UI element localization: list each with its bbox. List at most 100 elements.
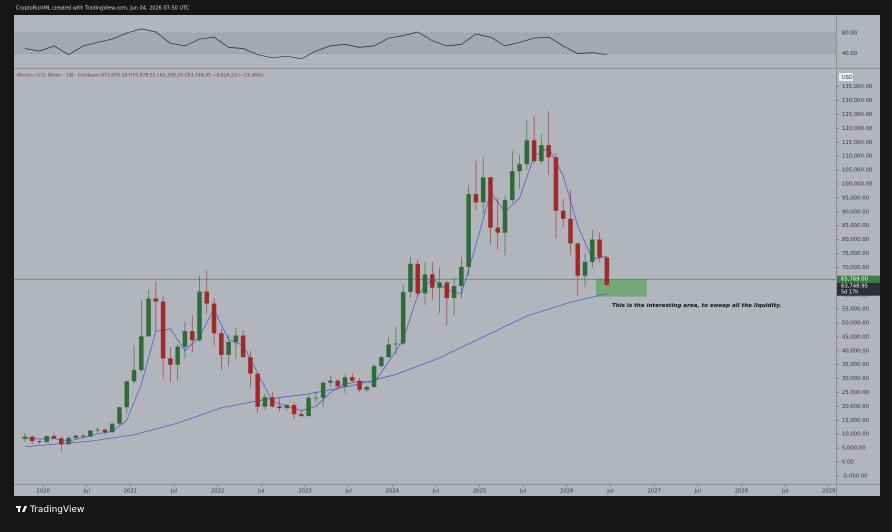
candle-body	[386, 344, 391, 358]
candle-body	[291, 405, 297, 415]
candle-body	[459, 266, 464, 287]
x-tick-label: 2024	[386, 489, 400, 495]
x-tick-label: 2029	[822, 489, 835, 495]
candle-body	[553, 157, 559, 211]
candle-body	[139, 336, 144, 371]
annotation: This is the interesting area, to sweep a…	[612, 303, 782, 309]
candle-body	[168, 358, 173, 365]
x-tick-label: Jul	[344, 489, 351, 495]
y-tick-label: 120,000.00	[842, 126, 873, 132]
candle-body	[219, 333, 224, 355]
y-tick-label: 90,000.00	[842, 209, 870, 215]
x-tick-label: Jul	[519, 489, 526, 495]
x-tick-label: Jul	[83, 489, 90, 495]
candle-body	[182, 331, 188, 347]
candle-body	[66, 437, 71, 445]
candle-body	[437, 282, 442, 288]
candle-body	[488, 177, 493, 228]
candle-body	[328, 380, 333, 383]
candle-body	[582, 261, 588, 276]
y-tick-label: 85,000.00	[842, 223, 870, 229]
credit: CryptoRichML created with TradingView.co…	[16, 6, 190, 12]
candle-body	[306, 397, 311, 417]
close-box	[837, 282, 880, 296]
y-tick-label: 30,000.00	[842, 376, 870, 382]
candle-body	[197, 291, 202, 341]
candle-body	[502, 200, 508, 233]
candle-body	[248, 357, 253, 374]
candle-body	[22, 436, 28, 439]
x-tick-label: 2027	[647, 489, 660, 495]
candle-body	[226, 341, 231, 355]
candle-body	[524, 140, 530, 165]
y-tick-label: 45,000.00	[842, 334, 870, 340]
candle-body	[211, 303, 217, 334]
y-tick-label: 125,000.00	[842, 112, 873, 118]
candle-body	[531, 140, 537, 162]
candle-body	[175, 346, 180, 365]
candle-body	[240, 335, 246, 358]
x-tick-label: Jul	[170, 489, 177, 495]
y-tick-label: 105,000.00	[842, 168, 873, 174]
liquidity-zone	[595, 279, 647, 297]
candle-body	[80, 435, 86, 437]
candle-body	[444, 282, 450, 298]
x-tick-label: 2025	[473, 489, 486, 495]
x-tick-label: Jul	[432, 489, 439, 495]
y-tick-label: 60,000.00	[842, 293, 870, 299]
candle-body	[277, 406, 282, 409]
candle-body	[233, 335, 239, 342]
rsi-line	[24, 28, 607, 60]
candle-body	[51, 436, 57, 439]
candle-body	[560, 210, 566, 219]
candle-body	[371, 366, 377, 387]
currency: USD	[842, 75, 853, 81]
x-tick-label: Jul	[257, 489, 264, 495]
x-tick-label: Jul	[606, 489, 613, 495]
y-tick-label: 25,000.00	[842, 390, 870, 396]
candle-body	[495, 227, 500, 233]
candle-body	[88, 430, 93, 437]
candle-body	[422, 274, 428, 294]
candle-body	[255, 373, 260, 407]
candle-body	[480, 177, 486, 203]
y-tick-label: 75,000.00	[842, 251, 870, 257]
candle-body	[320, 382, 326, 398]
candle-body	[299, 414, 304, 417]
candle-body	[364, 386, 370, 390]
candle-body	[269, 397, 275, 407]
candle-body	[204, 291, 210, 304]
chart-area	[14, 15, 880, 496]
candle-body	[313, 397, 319, 399]
candle-body	[262, 397, 268, 407]
candle-body	[415, 263, 420, 294]
candle-body	[517, 164, 522, 172]
currency-box	[839, 73, 853, 81]
y-tick-label: 100,000.00	[842, 181, 873, 187]
rsi-tick-label: 80.00	[842, 31, 858, 37]
candle-body	[117, 407, 122, 424]
x-tick-label: Jul	[694, 489, 701, 495]
x-tick-label: Jul	[781, 489, 788, 495]
candle-body	[131, 370, 137, 382]
candle-body	[357, 380, 362, 390]
candle-body	[29, 436, 35, 442]
rsi-band	[14, 33, 836, 54]
candle-body	[568, 218, 573, 244]
y-tick-label: 5,000.00	[842, 446, 866, 452]
y-tick-label: 80,000.00	[842, 237, 870, 243]
moving-average	[24, 147, 607, 442]
moving-average	[24, 293, 607, 448]
x-tick-label: 2026	[560, 489, 574, 495]
candle-body	[189, 331, 195, 341]
candle-body	[59, 438, 64, 445]
y-tick-label: 70,000.00	[842, 265, 870, 271]
candle-body	[597, 239, 602, 258]
y-tick-label: 35,000.00	[842, 362, 870, 368]
candle-body	[44, 436, 49, 443]
x-tick-label: 2023	[298, 489, 311, 495]
brand: TradingView	[29, 505, 84, 515]
candle-body	[575, 243, 581, 276]
y-tick-label: 115,000.00	[842, 140, 873, 146]
